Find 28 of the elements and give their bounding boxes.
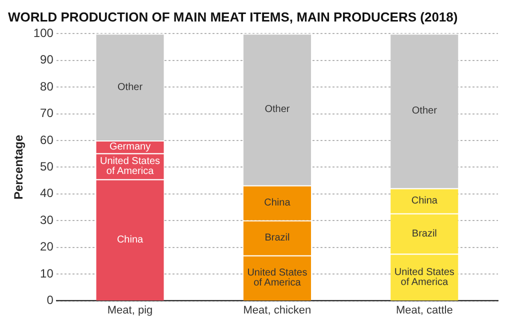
y-tick-label: 0 xyxy=(46,293,54,308)
y-tick-label: 20 xyxy=(40,240,54,254)
x-tick-label: Meat, pig xyxy=(107,304,153,316)
y-tick-label: 40 xyxy=(40,186,54,200)
y-tick-label: 90 xyxy=(40,52,54,67)
y-tick-label: 100 xyxy=(33,26,54,40)
y-tick-label: 60 xyxy=(40,132,54,147)
chart-title: WORLD PRODUCTION OF MAIN MEAT ITEMS, MAIN PRODUCERS (2018) xyxy=(8,9,458,24)
data-label: Brazil xyxy=(264,232,290,244)
data-label: Other xyxy=(412,106,438,117)
data-label: Other xyxy=(118,82,144,93)
data-label: China xyxy=(411,196,438,207)
data-label: Germany xyxy=(109,142,151,153)
y-tick-label: 30 xyxy=(40,212,54,227)
data-label: Other xyxy=(264,104,290,116)
data-label: United States of America xyxy=(247,268,308,289)
y-tick-label: 70 xyxy=(40,106,54,120)
y-axis-title: Percentage xyxy=(12,134,26,200)
data-label: United States of America xyxy=(100,156,160,178)
y-tick-label: 80 xyxy=(40,79,54,94)
y-tick-label: 50 xyxy=(40,160,54,174)
data-label: United States of America xyxy=(394,266,454,288)
data-label: China xyxy=(116,234,144,246)
y-tick-label: 10 xyxy=(40,266,54,280)
x-tick-label: Meat, cattle xyxy=(396,304,453,316)
data-label: China xyxy=(264,198,291,209)
data-label: Brazil xyxy=(412,228,437,240)
x-tick-label: Meat, chicken xyxy=(243,304,312,316)
